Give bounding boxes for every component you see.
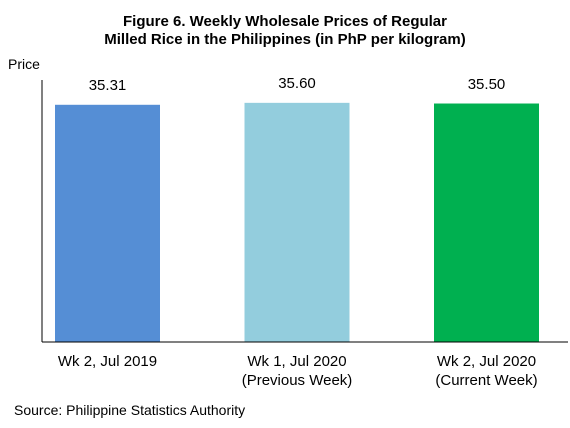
chart-title: Figure 6. Weekly Wholesale Prices of Reg… <box>104 13 466 48</box>
bar <box>244 102 350 342</box>
y-axis-label: Price <box>8 56 40 72</box>
bar <box>55 104 160 342</box>
x-tick-label: Wk 1, Jul 2020 (Previous Week) <box>241 353 353 389</box>
x-tick-label: Wk 2, Jul 2020 (Current Week) <box>435 353 538 389</box>
value-label: 35.31 <box>88 76 127 94</box>
bar <box>434 103 539 342</box>
x-tick-label: Wk 2, Jul 2019 <box>57 353 158 370</box>
source-note: Source: Philippine Statistics Authority <box>14 402 246 418</box>
value-label: 35.50 <box>467 75 506 93</box>
value-label: 35.60 <box>278 74 316 92</box>
